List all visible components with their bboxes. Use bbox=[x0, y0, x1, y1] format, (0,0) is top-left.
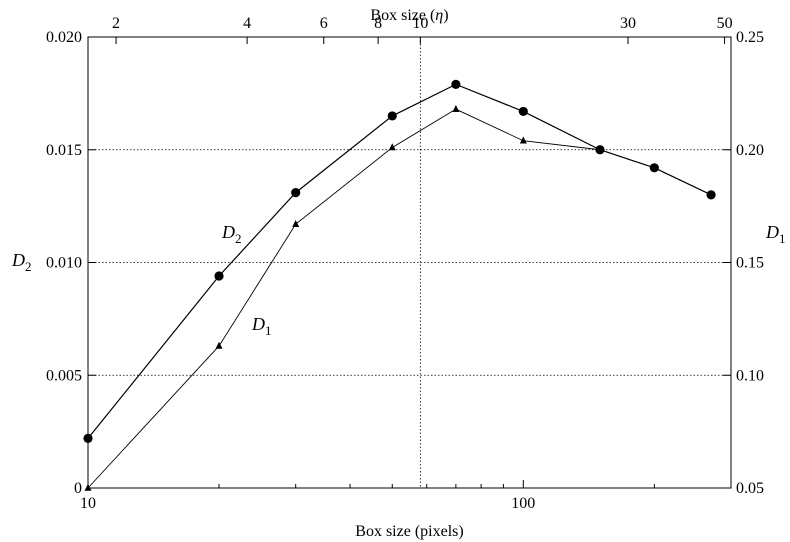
top-tick-label: 30 bbox=[620, 15, 636, 32]
marker-d2 bbox=[649, 163, 659, 173]
marker-d1 bbox=[84, 483, 92, 491]
top-tick-label: 2 bbox=[112, 15, 120, 32]
left-tick-label: 0.020 bbox=[46, 29, 82, 46]
right-tick-label: 0.20 bbox=[736, 142, 764, 159]
x-tick-label: 10 bbox=[80, 495, 96, 512]
marker-d1 bbox=[215, 341, 223, 349]
marker-d1 bbox=[519, 136, 527, 144]
axis-ticks: 10 100 2 4 6 8 10 30 50 0 0.005 0.010 0.015 0.020 0.05… bbox=[46, 15, 764, 512]
x-axis-title: Box size (pixels) bbox=[355, 523, 463, 540]
series-label-d2: D2 bbox=[221, 222, 242, 246]
right-axis-title-sub: 1 bbox=[779, 231, 786, 246]
eta-symbol: η bbox=[435, 7, 443, 24]
marker-d2 bbox=[706, 190, 716, 200]
x-tick-label: 100 bbox=[511, 495, 535, 512]
top-axis-title-prefix: Box size ( bbox=[370, 7, 435, 24]
marker-d1 bbox=[452, 104, 460, 112]
left-axis-title-symbol: D bbox=[11, 250, 25, 270]
marker-d2 bbox=[291, 187, 301, 198]
series-line-d2 bbox=[87, 83, 712, 439]
right-axis-title-symbol: D bbox=[765, 222, 779, 242]
series-label-d1-sub: 1 bbox=[265, 323, 272, 338]
top-tick-label: 8 bbox=[374, 15, 382, 32]
top-axis-title: Box size (η) bbox=[370, 7, 448, 24]
marker-d2 bbox=[451, 79, 461, 89]
marker-d2 bbox=[214, 271, 224, 281]
series-label-d1-symbol: D bbox=[251, 314, 265, 334]
left-tick-label: 0 bbox=[74, 480, 82, 497]
grid-lines bbox=[88, 37, 731, 488]
series-markers bbox=[83, 79, 716, 491]
left-tick-label: 0.015 bbox=[46, 142, 82, 159]
left-axis-title-sub: 2 bbox=[25, 259, 32, 274]
left-axis-title: D2 bbox=[11, 250, 32, 274]
right-tick-label: 0.25 bbox=[736, 29, 764, 46]
marker-d2 bbox=[518, 106, 528, 117]
series-lines bbox=[87, 83, 712, 489]
top-tick-label: 4 bbox=[243, 15, 251, 32]
top-tick-label: 6 bbox=[320, 15, 328, 32]
left-tick-label: 0.005 bbox=[46, 367, 82, 384]
top-tick-label: 50 bbox=[717, 15, 733, 32]
marker-d2 bbox=[83, 433, 93, 443]
series-label-d1: D1 bbox=[251, 314, 272, 338]
series-label-d2-symbol: D bbox=[221, 222, 235, 242]
marker-d1 bbox=[292, 219, 300, 227]
right-tick-label: 0.15 bbox=[736, 255, 764, 272]
right-tick-label: 0.05 bbox=[736, 480, 764, 497]
marker-d1 bbox=[388, 143, 396, 151]
series-label-d2-sub: 2 bbox=[235, 231, 242, 246]
top-tick-label: 10 bbox=[412, 15, 428, 32]
left-tick-label: 0.010 bbox=[46, 255, 82, 272]
right-axis-title: D1 bbox=[765, 222, 786, 246]
series-line-d1 bbox=[87, 108, 601, 489]
right-tick-label: 0.10 bbox=[736, 367, 764, 384]
top-axis-title-suffix: ) bbox=[443, 7, 448, 24]
marker-d1 bbox=[596, 145, 604, 153]
marker-d2 bbox=[387, 111, 397, 121]
